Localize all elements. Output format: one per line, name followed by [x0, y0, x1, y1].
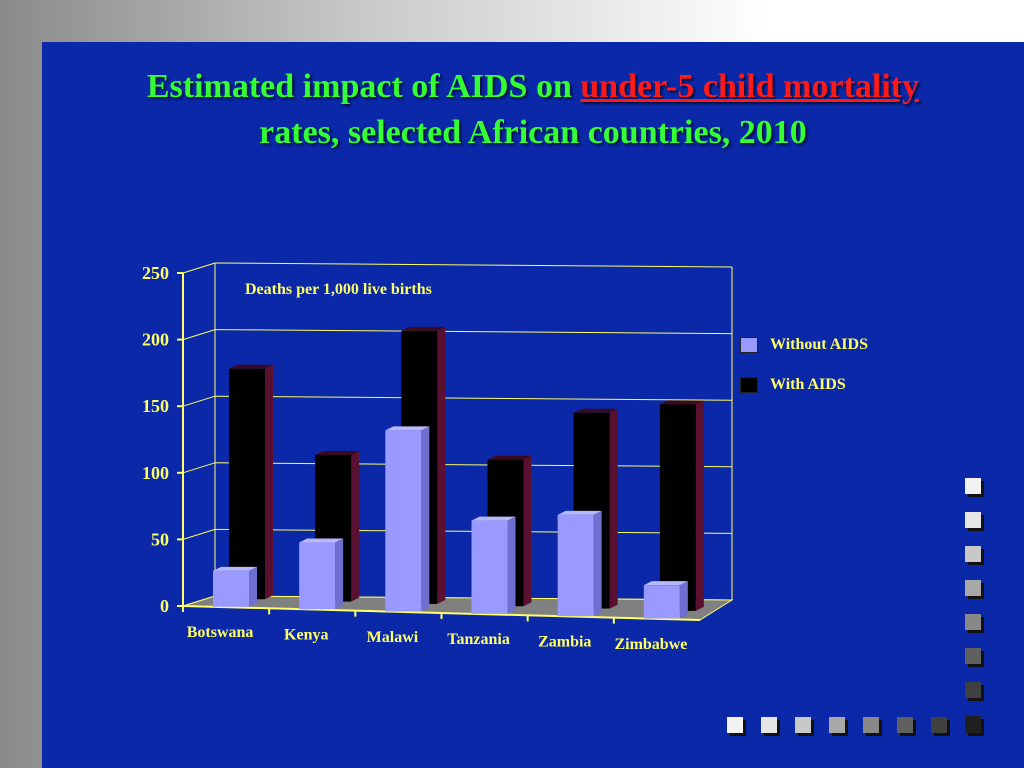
gridline-depth	[182, 395, 216, 407]
gridline	[214, 395, 733, 401]
x-tick-label: Zambia	[538, 634, 591, 651]
bar-without-aids	[557, 514, 594, 617]
bar-without-aids	[213, 570, 249, 607]
gridline-depth	[182, 262, 216, 274]
gridline	[214, 329, 733, 335]
bar-without-aids-top	[299, 538, 344, 543]
gridline-depth	[182, 528, 216, 540]
decor-square	[965, 614, 981, 630]
legend-label-without-aids: Without AIDS	[770, 336, 868, 353]
bar-without-aids-top	[643, 581, 688, 586]
title-highlight: under-5 child mortality	[580, 68, 920, 105]
decor-square	[829, 717, 845, 733]
decor-square	[965, 648, 981, 664]
gridline-depth	[182, 329, 216, 341]
chart-title: Estimated impact of AIDS on under-5 chil…	[42, 64, 1024, 156]
legend-item-with-aids: With AIDS	[740, 375, 846, 395]
bar-without-aids-top	[471, 516, 516, 521]
bar-without-aids-top	[385, 426, 430, 431]
x-tick-label: Botswana	[187, 624, 254, 641]
bar-without-aids	[643, 585, 680, 619]
bar-without-aids-top	[213, 566, 257, 571]
legend-swatch-without-aids	[740, 337, 758, 353]
gridline-depth	[182, 462, 216, 474]
y-tick-label: 250	[142, 263, 169, 283]
bar-without-aids-side	[335, 538, 344, 610]
bar-without-aids	[471, 520, 508, 614]
title-text-line2: rates, selected African countries, 2010	[259, 114, 807, 151]
bar-with-aids-side	[695, 400, 704, 611]
x-tick-label: Tanzania	[447, 631, 510, 648]
bar-with-aids-side	[351, 451, 360, 602]
bar-with-aids-top	[487, 455, 532, 460]
bar-with-aids-side	[437, 326, 446, 604]
title-text: Estimated impact of AIDS on	[146, 68, 581, 105]
bar-with-aids-top	[315, 451, 360, 456]
decor-square	[965, 546, 981, 562]
bar-with-aids-top	[573, 408, 618, 413]
bar-without-aids	[385, 430, 422, 612]
decor-square	[965, 580, 981, 596]
x-tick-label: Malawi	[367, 629, 419, 646]
y-tick-label: 0	[160, 596, 169, 616]
x-tick-label: Zimbabwe	[614, 636, 687, 653]
bar-with-aids-top	[229, 364, 273, 369]
chart-annotation: Deaths per 1,000 live births	[245, 281, 432, 298]
bar-with-aids-side	[609, 408, 618, 609]
bar-with-aids-side	[523, 455, 532, 607]
slide-background: Estimated impact of AIDS on under-5 chil…	[42, 42, 1024, 768]
bar-without-aids-side	[593, 510, 602, 617]
x-tick-label: Kenya	[284, 627, 328, 644]
y-tick-label: 150	[142, 396, 169, 416]
decor-square	[727, 717, 743, 733]
bar-with-aids-top	[401, 326, 446, 331]
decor-square	[795, 717, 811, 733]
decor-square	[965, 478, 981, 494]
bar-without-aids-top	[557, 510, 602, 515]
decor-square	[965, 682, 981, 698]
bar-without-aids-side	[421, 426, 430, 612]
gridline	[214, 462, 733, 468]
decor-square	[931, 717, 947, 733]
y-tick-label: 50	[151, 529, 169, 549]
bar-with-aids-top	[659, 400, 704, 405]
gridline	[214, 262, 733, 268]
decor-square	[965, 717, 981, 733]
legend-label-with-aids: With AIDS	[770, 376, 846, 393]
decor-square	[863, 717, 879, 733]
bar-without-aids-side	[507, 516, 516, 614]
bar-with-aids	[229, 368, 265, 600]
decor-square	[761, 717, 777, 733]
y-tick-label: 100	[142, 463, 169, 483]
bar-with-aids	[659, 404, 696, 611]
bar-without-aids-side	[249, 566, 257, 607]
bar-without-aids-side	[679, 581, 688, 619]
legend-swatch-with-aids	[740, 377, 758, 393]
bar-with-aids-side	[265, 364, 273, 600]
y-tick-label: 200	[142, 330, 169, 350]
decor-square	[965, 512, 981, 528]
bar-without-aids	[299, 542, 336, 610]
legend-item-without-aids: Without AIDS	[740, 335, 868, 355]
decor-square	[897, 717, 913, 733]
